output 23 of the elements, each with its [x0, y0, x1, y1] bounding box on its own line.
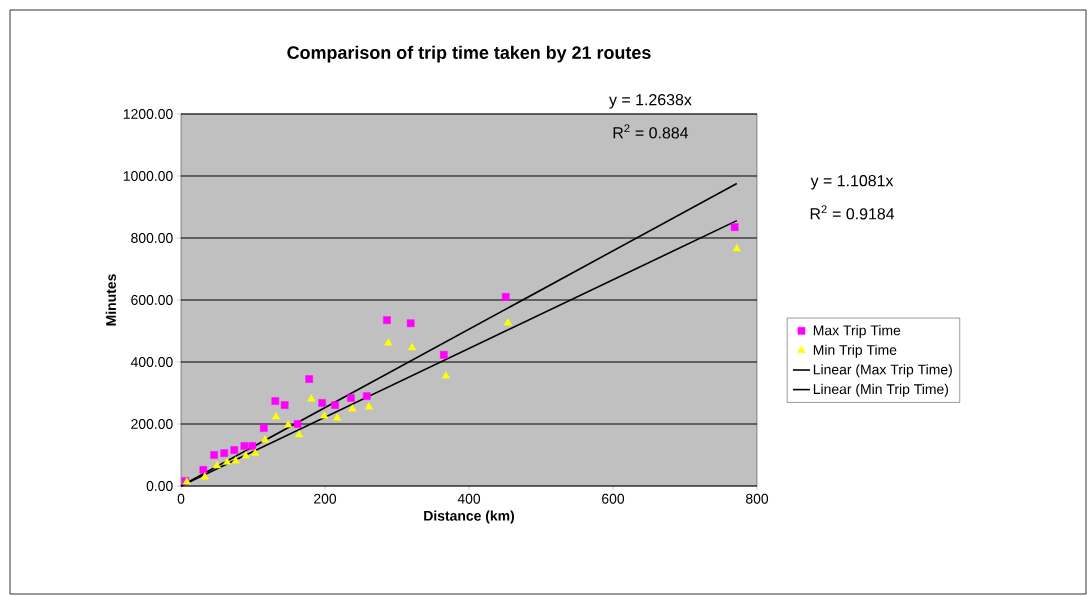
text: R$^{2}$ = 0.9184: [810, 205, 895, 220]
legend-label: Min Trip Time: [813, 344, 897, 358]
legend-label: Linear (Min Trip Time): [813, 383, 949, 397]
x-tick-label: 400: [457, 493, 481, 504]
y-tick-label: 1000.00: [123, 171, 173, 181]
y-tick-label: 400.00: [130, 357, 173, 367]
y-tick-label: 600.00: [131, 295, 173, 305]
y-tick-label: 800.00: [131, 233, 173, 243]
y-axis-title: Minutes: [105, 274, 116, 326]
y-tick-label: 200.00: [131, 419, 173, 429]
x-tick-label: 0: [177, 493, 185, 504]
text: y = 1.1081x: [810, 175, 894, 190]
x-axis-title: Distance (km): [424, 510, 515, 524]
chart-title: Comparison of trip time taken by 21 routes: [287, 45, 651, 63]
x-tick-label: 600: [602, 493, 625, 504]
legend-label: Max Trip Time: [813, 325, 901, 339]
y-tick-label: 0.00: [146, 481, 173, 491]
y-tick-label: 1200.00: [123, 109, 173, 119]
x-tick-label: 800: [745, 493, 769, 504]
text: y = 1.2638x: [609, 94, 692, 109]
annotation: R$^{2}$ = 0.884: [613, 124, 689, 139]
legend-label: Linear (Max Trip Time): [813, 364, 952, 378]
x-tick-label: 200: [314, 493, 337, 504]
